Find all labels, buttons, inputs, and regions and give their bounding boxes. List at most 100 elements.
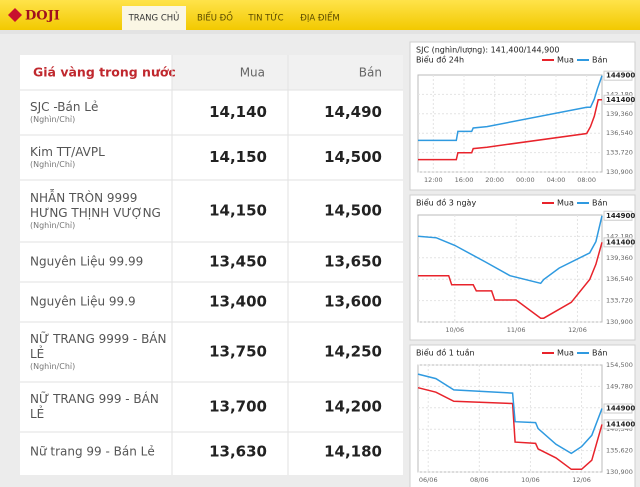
price-line <box>417 373 603 455</box>
legend-label: Bán <box>592 199 607 208</box>
sell-price: 14,500 <box>324 202 382 220</box>
sell-price: 14,500 <box>324 148 382 166</box>
x-tick-label: 08:00 <box>577 176 596 184</box>
x-tick-label: 08/06 <box>470 476 489 484</box>
x-tick-label: 16:00 <box>455 176 474 184</box>
legend-label: Mua <box>557 349 574 358</box>
sell-price: 14,200 <box>324 398 382 416</box>
y-tick-label: 142,180 <box>606 90 633 98</box>
y-tick-label: 142,180 <box>606 232 633 240</box>
price-line <box>418 75 603 142</box>
buy-price: 13,700 <box>209 398 267 416</box>
x-tick-label: 06/06 <box>419 476 438 484</box>
nav-tab[interactable]: BIỂU ĐỒ <box>197 11 233 24</box>
buy-price: 13,400 <box>209 293 267 311</box>
row-name: Nữ trang 99 - Bán Lẻ <box>30 445 155 459</box>
logo-icon <box>8 8 22 22</box>
x-tick-label: 12:00 <box>424 176 443 184</box>
value-marker-label: 141400 <box>606 238 635 246</box>
column-header: Mua <box>240 66 265 80</box>
row-name: Nguyên Liệu 99.99 <box>30 255 143 269</box>
table-title: Giá vàng trong nước <box>33 65 176 80</box>
buy-price: 14,140 <box>209 103 267 121</box>
nav-tab[interactable]: TRANG CHỦ <box>128 12 180 24</box>
header-shadow <box>0 30 640 34</box>
sell-price: 14,250 <box>324 343 382 361</box>
chart-title: SJC (nghìn/lượng): 141,400/144,900 <box>416 46 559 55</box>
buy-price: 13,750 <box>209 343 267 361</box>
x-tick-label: 10/06 <box>445 326 464 334</box>
chart-panel <box>409 344 636 487</box>
sell-price: 14,490 <box>324 103 382 121</box>
chart-title: Biểu đồ 1 tuần <box>416 348 475 358</box>
value-marker-label: 141400 <box>606 420 635 428</box>
chart-panel <box>409 41 636 191</box>
y-tick-label: 154,500 <box>606 361 633 369</box>
buy-price: 14,150 <box>209 202 267 220</box>
row-name: Kim TT/AVPL <box>30 145 105 159</box>
x-tick-label: 11/06 <box>507 326 526 334</box>
x-tick-label: 20:00 <box>485 176 504 184</box>
y-tick-label: 130,900 <box>606 168 633 176</box>
value-marker <box>603 70 633 81</box>
value-marker <box>603 94 633 105</box>
row-unit: (Nghìn/Chỉ) <box>30 159 75 169</box>
row-name: NỮ TRANG 9999 - BÁN <box>30 331 166 346</box>
legend-label: Mua <box>557 199 574 208</box>
row-name: SJC -Bán Lẻ <box>30 100 98 114</box>
y-tick-label: 130,900 <box>606 468 633 476</box>
value-marker-label: 141400 <box>606 96 635 104</box>
sell-price: 13,600 <box>324 293 382 311</box>
value-marker-label: 144900 <box>606 405 635 413</box>
value-marker <box>603 403 633 414</box>
legend-label: Bán <box>592 56 607 65</box>
chart-title: Biểu đồ 3 ngày <box>416 198 476 208</box>
price-line <box>417 386 603 471</box>
header-bar <box>0 0 640 30</box>
row-unit: (Nghìn/Chỉ) <box>30 114 75 124</box>
y-tick-label: 133,720 <box>606 297 633 305</box>
price-line <box>418 99 602 161</box>
value-marker-label: 144900 <box>606 212 635 220</box>
x-tick-label: 10/06 <box>521 476 540 484</box>
nav-tab[interactable]: ĐỊA ĐIỂM <box>300 11 339 24</box>
price-line <box>418 242 603 319</box>
x-tick-label: 00:00 <box>516 176 535 184</box>
y-tick-label: 136,540 <box>606 129 633 137</box>
row-unit: (Nghìn/Chỉ) <box>30 220 75 230</box>
value-marker <box>603 419 633 430</box>
active-tab <box>122 6 186 30</box>
row-name: Nguyên Liệu 99.9 <box>30 295 136 309</box>
logo: DOJI <box>25 9 60 24</box>
y-tick-label: 139,360 <box>606 254 633 262</box>
buy-price: 14,150 <box>209 148 267 166</box>
row-name: LẺ <box>30 405 44 421</box>
y-tick-label: 130,900 <box>606 318 633 326</box>
row-name: HƯNG THỊNH VƯỢNG <box>30 206 161 220</box>
row-name: LẺ <box>30 345 44 361</box>
y-tick-label: 135,620 <box>606 447 633 455</box>
buy-price: 13,450 <box>209 253 267 271</box>
price-line <box>417 215 603 285</box>
row-name: NỮ TRANG 999 - BÁN <box>30 391 159 406</box>
nav-tab[interactable]: TIN TỨC <box>247 12 283 24</box>
value-marker-label: 144900 <box>606 72 635 80</box>
sell-price: 13,650 <box>324 253 382 271</box>
row-name: NHẪN TRÒN 9999 <box>30 189 137 205</box>
row-unit: (Nghìn/Chỉ) <box>30 361 75 371</box>
x-tick-label: 04:00 <box>547 176 566 184</box>
chart-subtitle: Biểu đồ 24h <box>416 55 464 65</box>
x-tick-label: 12/06 <box>568 326 587 334</box>
y-tick-label: 136,540 <box>606 275 633 283</box>
value-marker <box>603 237 633 248</box>
y-tick-label: 133,720 <box>606 149 633 157</box>
sell-price: 14,180 <box>324 443 382 461</box>
y-tick-label: 139,360 <box>606 110 633 118</box>
x-tick-label: 12/06 <box>572 476 591 484</box>
legend-label: Bán <box>592 349 607 358</box>
column-header: Bán <box>359 66 382 80</box>
chart-panel <box>409 194 636 341</box>
value-marker <box>603 210 633 221</box>
